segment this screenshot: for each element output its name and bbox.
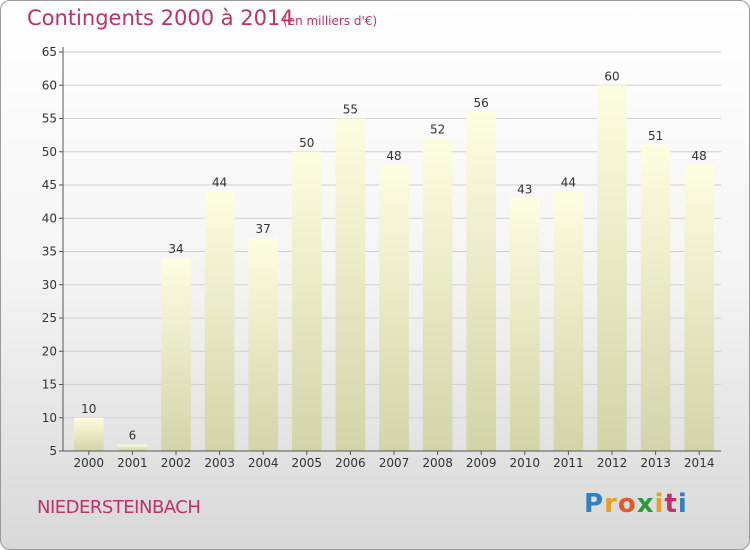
data-label-2014: 48 [692,149,707,163]
logo-letter: t [664,489,678,519]
bar-2000 [73,417,104,451]
logo-letter: x [636,489,655,519]
bar-2012 [597,85,627,451]
logo-letter: i [677,489,688,519]
bar-2002 [161,258,191,451]
data-label-2010: 43 [517,182,532,196]
y-tick-label: 10 [42,411,57,425]
bar-2008 [422,138,453,451]
data-label-2007: 48 [386,149,401,163]
y-tick-label: 30 [42,278,57,292]
bar-2009 [466,111,497,451]
logo-letter: i [654,489,665,519]
x-tick-label-2004: 2004 [248,456,279,470]
y-tick-label: 35 [42,245,57,259]
x-tick-label-2013: 2013 [640,456,671,470]
x-tick-label-2012: 2012 [597,456,628,470]
x-tick-label-2001: 2001 [117,456,148,470]
x-tick-label-2006: 2006 [335,456,366,470]
y-tick-label: 50 [42,145,57,159]
data-label-2002: 34 [168,242,183,256]
bar-2001 [117,444,148,451]
data-label-2001: 6 [129,428,137,442]
x-tick-label-2011: 2011 [553,456,584,470]
data-label-2011: 44 [561,176,576,190]
logo-letter: P [584,489,605,519]
y-tick-label: 65 [42,45,57,59]
x-tick-label-2003: 2003 [204,456,235,470]
data-label-2005: 50 [299,136,314,150]
data-label-2013: 51 [648,129,663,143]
proxiti-logo: Proxiti [584,489,688,519]
data-label-2004: 37 [256,222,271,236]
bar-2006 [335,118,366,451]
y-tick-label: 15 [42,378,57,392]
x-tick-label-2000: 2000 [74,456,105,470]
bar-2004 [248,238,279,451]
x-tick-label-2002: 2002 [161,456,192,470]
bar-2007 [379,165,409,452]
data-label-2012: 60 [604,69,619,83]
commune-name: NIEDERSTEINBACH [37,497,201,518]
bar-2010 [509,198,540,451]
bar-2005 [291,151,322,451]
x-tick-label-2010: 2010 [510,456,541,470]
x-tick-label-2014: 2014 [684,456,715,470]
x-tick-label-2009: 2009 [466,456,497,470]
bar-2003 [204,191,235,451]
chart-title: Contingents 2000 à 2014 [27,6,294,30]
logo-letter: r [604,489,618,519]
y-tick-label: 20 [42,344,57,358]
logo-letter: o [617,489,637,519]
y-tick-label: 5 [49,444,57,458]
y-tick-label: 40 [42,211,57,225]
x-tick-label-2008: 2008 [422,456,453,470]
y-tick-label: 60 [42,78,57,92]
x-tick-label-2007: 2007 [379,456,410,470]
bar-2013 [640,145,671,451]
y-tick-label: 25 [42,311,57,325]
data-label-2009: 56 [474,96,489,110]
x-tick-label-2005: 2005 [292,456,323,470]
y-tick-label: 45 [42,178,57,192]
chart-subtitle: (en milliers d'€) [283,14,378,28]
bar-2014 [684,165,715,452]
data-label-2006: 55 [343,103,358,117]
data-label-2000: 10 [81,402,96,416]
data-label-2003: 44 [212,176,227,190]
bar-2011 [553,191,584,451]
y-tick-label: 55 [42,112,57,126]
data-label-2008: 52 [430,122,445,136]
